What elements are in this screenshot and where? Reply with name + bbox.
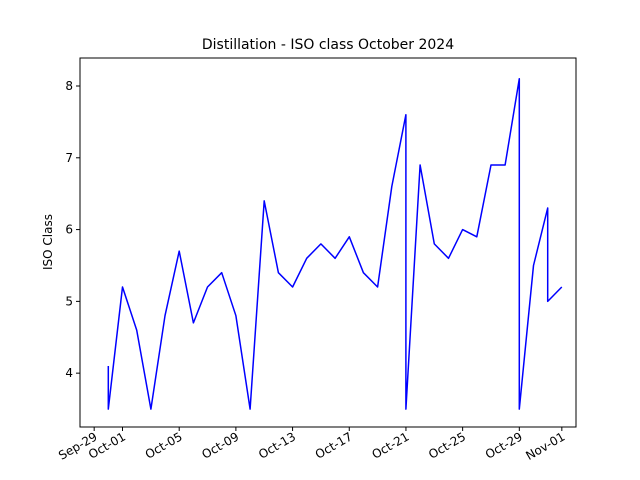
plot-frame	[79, 57, 577, 428]
y-tick-label: 8	[65, 79, 73, 93]
y-tick-label: 4	[65, 366, 73, 380]
y-tick-label: 7	[65, 151, 73, 165]
y-tick-label: 5	[65, 294, 73, 308]
data-line	[107, 78, 563, 410]
y-tick-label: 6	[65, 223, 73, 237]
chart-title: Distillation - ISO class October 2024	[202, 37, 454, 53]
y-axis-label: ISO Class	[41, 214, 55, 270]
